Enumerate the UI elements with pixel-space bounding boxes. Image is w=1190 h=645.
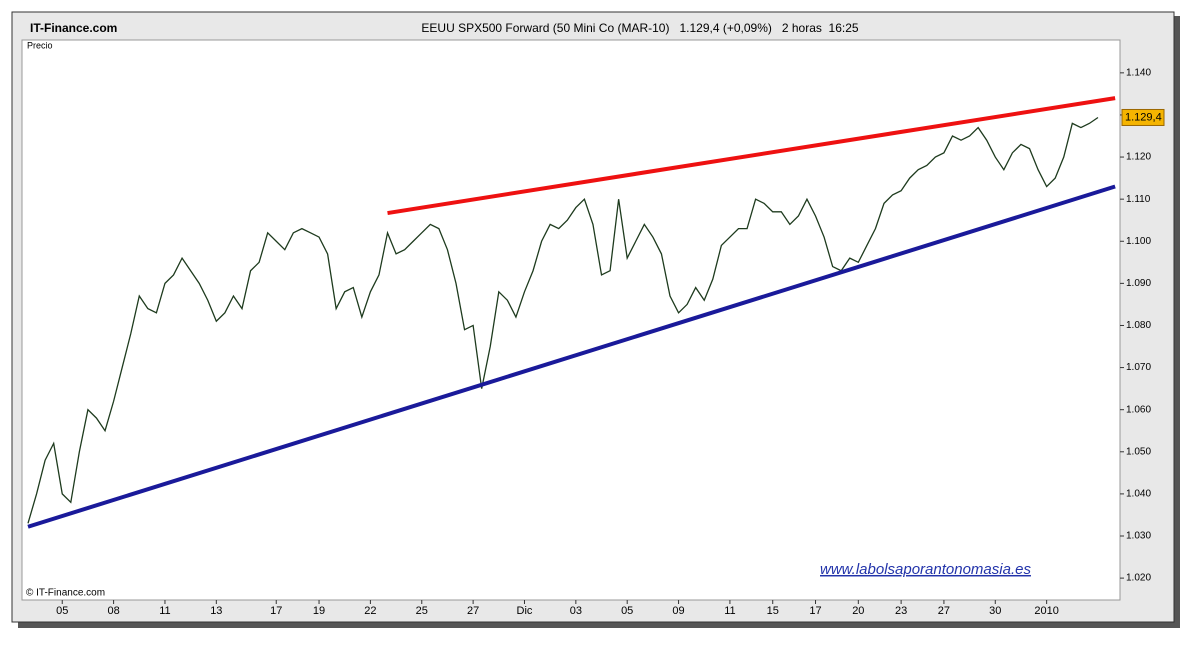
x-tick-label: 20 — [852, 605, 864, 617]
y-tick-label: 1.030 — [1126, 531, 1151, 542]
trendline — [387, 96, 1116, 216]
x-tick-label: 22 — [364, 605, 376, 617]
x-tick-label: 15 — [767, 605, 779, 617]
y-tick-label: 1.080 — [1126, 320, 1151, 331]
x-tick-label: 11 — [724, 605, 735, 617]
x-tick-label: 30 — [989, 605, 1001, 617]
x-tick-label: Dic — [517, 605, 533, 617]
copyright: © IT-Finance.com — [26, 588, 105, 599]
y-tick-label: 1.060 — [1126, 404, 1151, 415]
x-tick-label: 27 — [938, 605, 950, 617]
x-tick-label: 05 — [621, 605, 633, 617]
y-tick-label: 1.140 — [1126, 67, 1151, 78]
y-tick-label: 1.120 — [1126, 152, 1151, 163]
x-tick-label: 25 — [416, 605, 428, 617]
y-tick-label: 1.100 — [1126, 236, 1151, 247]
panel-label: Precio — [27, 40, 53, 50]
watermark: www.labolsaporantonomasia.es — [820, 561, 1031, 578]
x-tick-label: 17 — [270, 605, 282, 617]
y-tick-label: 1.050 — [1126, 446, 1151, 457]
x-tick-label: 13 — [210, 605, 222, 617]
y-tick-label: 1.070 — [1126, 362, 1151, 373]
y-tick-label: 1.020 — [1126, 573, 1151, 584]
x-tick-label: 19 — [313, 605, 325, 617]
x-tick-label: 11 — [159, 605, 170, 617]
x-tick-label: 05 — [56, 605, 68, 617]
y-tick-label: 1.040 — [1126, 489, 1151, 500]
x-tick-label: 09 — [672, 605, 684, 617]
trendline — [27, 184, 1116, 529]
x-tick-label: 27 — [467, 605, 479, 617]
x-tick-label: 08 — [107, 605, 119, 617]
chart-title: EEUU SPX500 Forward (50 Mini Co (MAR-10)… — [421, 21, 859, 35]
y-tick-label: 1.090 — [1126, 278, 1151, 289]
last-price-label: 1.129,4 — [1125, 111, 1162, 123]
last-price-box — [1121, 108, 1165, 126]
x-tick-label: 17 — [809, 605, 821, 617]
x-tick-label: 23 — [895, 605, 907, 617]
x-tick-label: 2010 — [1034, 605, 1058, 617]
price-line — [27, 116, 1099, 524]
brand: IT-Finance.com — [30, 21, 117, 35]
plot-area — [21, 39, 1121, 601]
y-tick-label: 1.110 — [1126, 194, 1151, 205]
x-tick-label: 03 — [570, 605, 582, 617]
